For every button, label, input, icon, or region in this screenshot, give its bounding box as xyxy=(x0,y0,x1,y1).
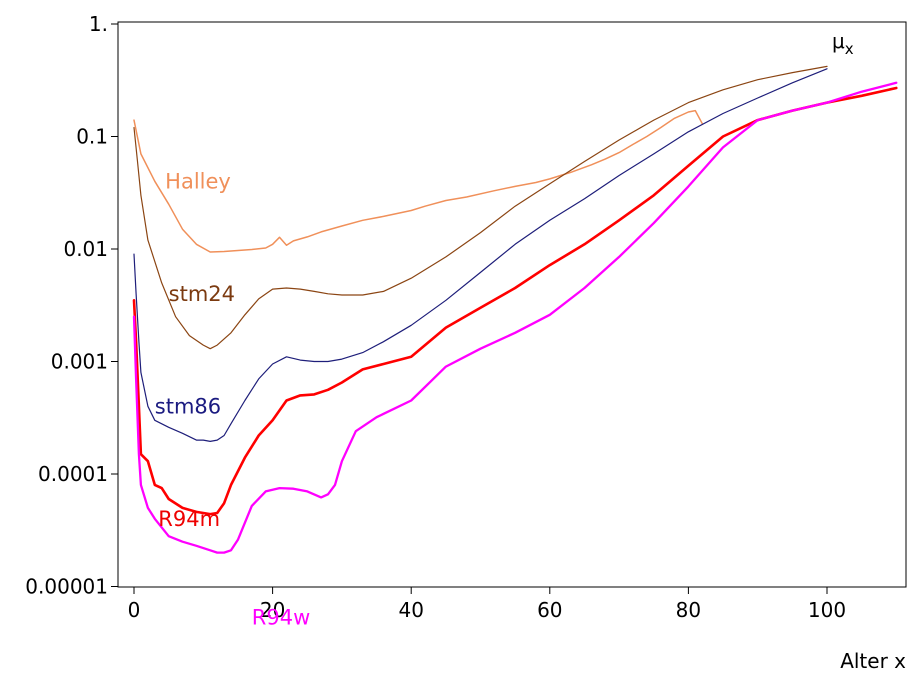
series-label-stm86: stm86 xyxy=(155,394,221,418)
x-tick-label: 60 xyxy=(537,598,562,622)
series-label-r94w: R94w xyxy=(252,606,311,630)
plot-frame xyxy=(117,21,907,588)
series-line-r94m xyxy=(132,86,898,516)
x-ticks: 0 20 40 60 80 100 xyxy=(128,587,846,622)
y-tick-label: 0.1 xyxy=(76,125,108,149)
x-tick-label: 100 xyxy=(808,598,846,622)
y-tick-label: 0.00001 xyxy=(25,575,108,599)
x-axis-label: Alter x xyxy=(840,649,906,673)
series-label-stm24: stm24 xyxy=(169,282,235,306)
series-line-halley xyxy=(133,109,704,253)
y-tick-label: 1. xyxy=(89,12,108,36)
series-label-halley: Halley xyxy=(165,169,231,193)
series-line-stm24 xyxy=(133,65,828,350)
series-line-r94w xyxy=(132,81,898,554)
series-labels: Halley stm24 stm86 R94m R94w xyxy=(155,169,311,629)
y-tick-label: 0.0001 xyxy=(38,462,108,486)
y-axis-label-sub: x xyxy=(845,40,854,58)
x-tick-label: 80 xyxy=(676,598,701,622)
y-axis-label: μx xyxy=(832,29,854,58)
y-axis-label-main: μ xyxy=(832,29,845,53)
x-tick-label: 0 xyxy=(128,598,141,622)
series-line-stm86 xyxy=(133,68,828,442)
y-ticks: 1. 0.1 0.01 0.001 0.0001 0.00001 xyxy=(25,12,118,599)
x-tick-label: 40 xyxy=(398,598,423,622)
y-tick-label: 0.001 xyxy=(51,350,108,374)
x-tick-label: 20 xyxy=(260,598,285,622)
series-layer xyxy=(132,65,898,554)
series-label-r94m: R94m xyxy=(158,507,220,531)
y-tick-label: 0.01 xyxy=(63,237,108,261)
